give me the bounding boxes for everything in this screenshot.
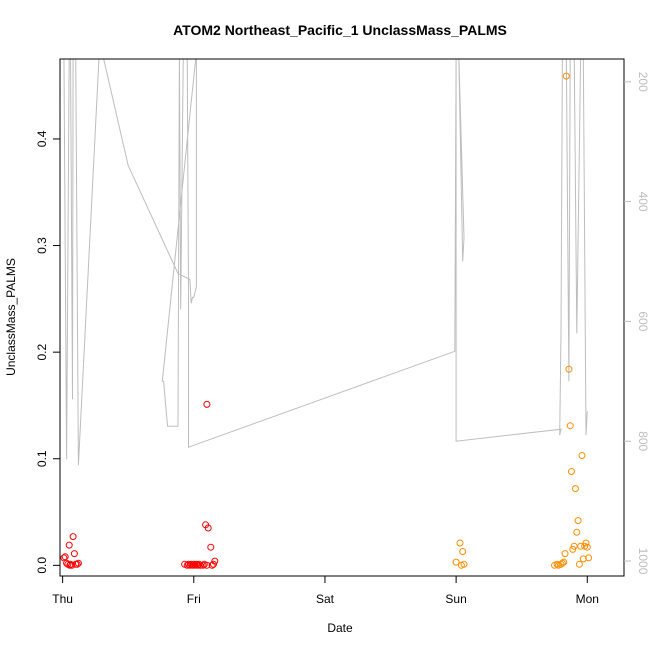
data-point (572, 485, 579, 493)
x-tick-label: Thu (52, 592, 73, 606)
data-point (204, 524, 212, 532)
data-point (565, 365, 573, 373)
data-point (70, 550, 78, 558)
data-point (573, 528, 581, 536)
data-point (582, 539, 590, 547)
data-point (203, 561, 211, 569)
data-point (183, 561, 191, 569)
data-point (553, 560, 561, 568)
data-point (73, 560, 81, 568)
data-point (562, 72, 570, 80)
data-point (69, 533, 77, 541)
data-point (577, 542, 585, 550)
chart-title: ATOM2 Northeast_Pacific_1 UnclassMass_PA… (173, 22, 507, 38)
secondary-series-line (63, 59, 588, 466)
data-point (460, 560, 468, 568)
data-point (60, 554, 68, 562)
data-point (207, 543, 215, 551)
y-tick-label: 0.1 (35, 450, 49, 467)
data-point (578, 452, 586, 459)
data-point (585, 554, 593, 562)
x-tick-label: Sun (445, 592, 466, 606)
data-point (199, 561, 207, 569)
data-point (186, 561, 194, 569)
plot-area (60, 59, 593, 569)
axes: Thu Fri Sat Sun Mon 0.0 0.1 0.2 0.3 0.4 200 400 600 8… (35, 72, 650, 606)
data-point (568, 468, 575, 475)
data-point (558, 559, 566, 567)
data-point (583, 543, 591, 551)
series-1 (60, 400, 219, 569)
data-point (191, 561, 199, 569)
series-2 (452, 72, 593, 569)
data-point (189, 561, 196, 569)
data-point (459, 548, 467, 555)
data-point (211, 557, 219, 565)
data-point (560, 558, 568, 566)
y2-tick-label: 200 (636, 72, 650, 92)
data-point (185, 560, 192, 568)
x-axis-label: Date (327, 621, 353, 635)
x-tick-label: Sat (316, 592, 335, 606)
data-point (67, 560, 74, 568)
data-point (574, 517, 582, 525)
x-tick-label: Mon (576, 592, 599, 606)
data-point (575, 560, 583, 568)
y2-tick-label: 400 (636, 192, 650, 212)
y2-tick-label: 600 (636, 311, 650, 331)
data-point (74, 559, 82, 567)
y-tick-label: 0.0 (35, 557, 49, 574)
y-tick-label: 0.3 (35, 237, 49, 254)
data-point (579, 555, 587, 563)
data-point (61, 553, 69, 561)
x-tick-label: Fri (187, 592, 201, 606)
data-point (566, 422, 574, 430)
data-point (452, 558, 460, 566)
y-tick-label: 0.2 (35, 343, 49, 360)
data-point (210, 560, 217, 568)
data-point (203, 400, 211, 408)
data-point (195, 560, 203, 568)
data-point (68, 561, 76, 569)
data-point (65, 541, 73, 549)
data-point (569, 545, 577, 553)
data-point (187, 560, 195, 568)
data-point (196, 561, 204, 569)
y2-tick-label: 1000 (636, 548, 650, 575)
data-point (561, 550, 569, 558)
y2-tick-label: 800 (636, 431, 650, 451)
plot-frame (59, 58, 625, 577)
y-tick-label: 0.4 (35, 130, 49, 147)
y-axis-label: UnclassMass_PALMS (4, 258, 18, 376)
data-point (190, 560, 198, 568)
data-point (192, 560, 200, 568)
data-point (456, 539, 464, 547)
data-point (194, 561, 202, 569)
